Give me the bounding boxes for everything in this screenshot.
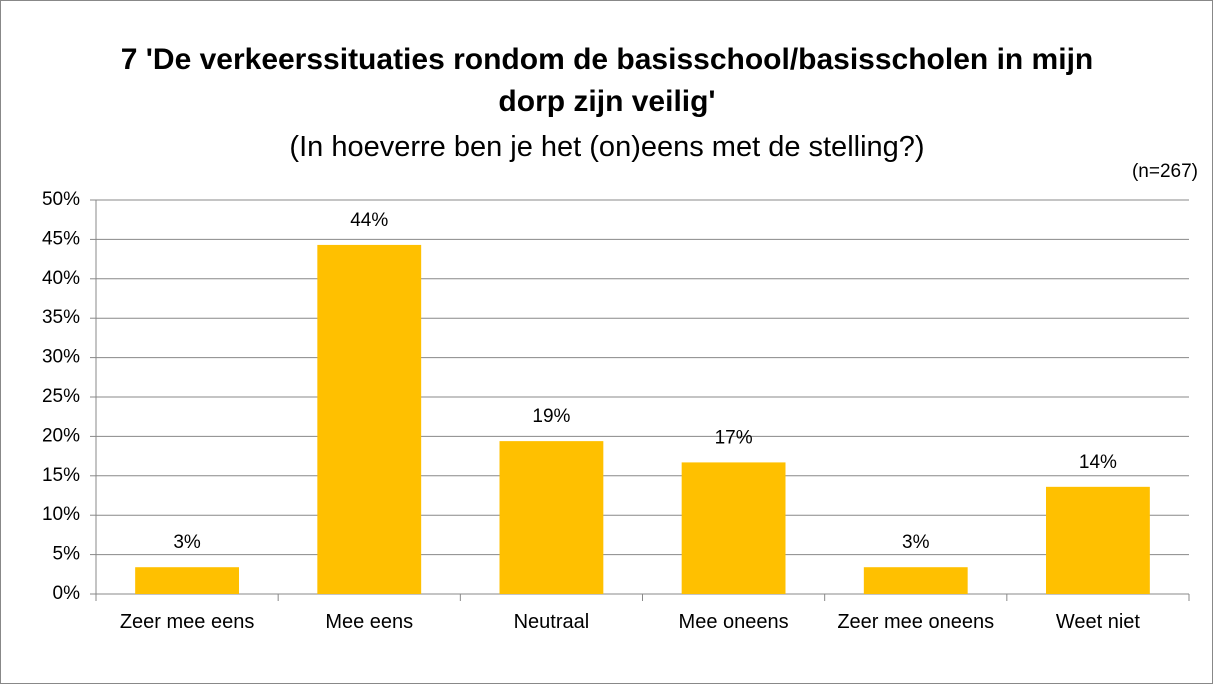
bar bbox=[681, 462, 786, 594]
x-tick-label: Mee eens bbox=[325, 611, 414, 633]
data-label: 3% bbox=[173, 532, 201, 553]
bar bbox=[863, 567, 968, 594]
data-label: 19% bbox=[532, 406, 570, 427]
data-label: 3% bbox=[902, 532, 930, 553]
x-tick-label: Mee oneens bbox=[678, 611, 789, 633]
sample-size: (n=267) bbox=[1131, 161, 1198, 182]
y-tick-label: 40% bbox=[42, 268, 80, 289]
y-tick-label: 35% bbox=[42, 307, 80, 328]
y-tick-label: 5% bbox=[53, 544, 81, 565]
bar bbox=[317, 244, 422, 594]
bar bbox=[135, 567, 240, 594]
y-tick-label: 25% bbox=[42, 386, 80, 407]
y-tick-label: 50% bbox=[42, 189, 80, 210]
y-tick-label: 45% bbox=[42, 228, 80, 249]
chart-subtitle: (In hoeverre ben je het (on)eens met de … bbox=[289, 131, 925, 163]
data-label: 44% bbox=[350, 210, 388, 231]
x-tick-label: Zeer mee oneens bbox=[837, 611, 995, 633]
x-tick-label: Zeer mee eens bbox=[119, 611, 255, 633]
chart-title: 7 'De verkeerssituaties rondom de basiss… bbox=[120, 43, 1094, 118]
x-tick-label: Weet niet bbox=[1055, 611, 1140, 633]
y-tick-label: 20% bbox=[42, 425, 80, 446]
bar bbox=[1045, 486, 1150, 594]
data-label: 17% bbox=[715, 427, 753, 448]
y-tick-label: 15% bbox=[42, 465, 80, 486]
y-tick-label: 10% bbox=[42, 504, 80, 525]
x-tick-label: Neutraal bbox=[513, 611, 590, 633]
y-tick-label: 30% bbox=[42, 347, 80, 368]
y-tick-label: 0% bbox=[53, 583, 81, 604]
bar bbox=[499, 441, 604, 594]
data-label: 14% bbox=[1079, 452, 1117, 473]
